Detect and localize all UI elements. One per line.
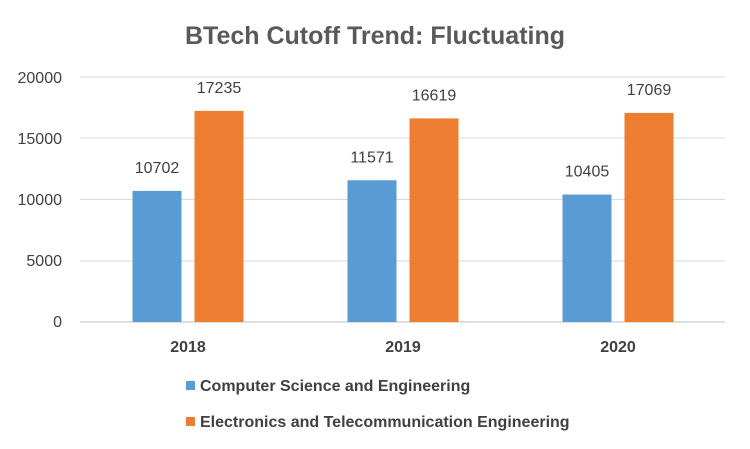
- y-axis: 0 5000 10000 15000 20000: [18, 70, 63, 331]
- data-label-entc-2019: 16619: [412, 87, 457, 104]
- legend-label-cse: Computer Science and Engineering: [200, 378, 470, 395]
- gridlines: [80, 76, 725, 323]
- data-label-entc-2018: 17235: [197, 80, 242, 97]
- x-tick-label-2018: 2018: [170, 339, 206, 356]
- y-tick-label: 0: [53, 314, 62, 331]
- y-tick-label: 20000: [18, 70, 63, 87]
- y-tick-label: 5000: [26, 253, 62, 270]
- x-axis: 2018 2019 2020: [170, 339, 636, 356]
- bar-entc-2020: [624, 112, 674, 322]
- x-tick-label-2019: 2019: [385, 339, 421, 356]
- bars: [132, 110, 674, 322]
- x-tick-label-2020: 2020: [600, 339, 636, 356]
- y-tick-label: 15000: [18, 131, 63, 148]
- legend-swatch-cse: [186, 381, 195, 390]
- y-tick-label: 10000: [18, 192, 63, 209]
- bar-cse-2019: [347, 180, 397, 322]
- bar-cse-2020: [562, 194, 612, 322]
- data-label-cse-2019: 11571: [350, 149, 393, 166]
- bar-entc-2018: [194, 110, 244, 322]
- data-labels: 10702 17235 11571 16619 10405 17069: [135, 80, 672, 181]
- data-label-entc-2020: 17069: [627, 82, 672, 99]
- legend: Computer Science and Engineering Electro…: [186, 378, 570, 431]
- chart-title: BTech Cutoff Trend: Fluctuating: [185, 22, 565, 50]
- bar-cse-2018: [132, 190, 182, 322]
- legend-swatch-entc: [186, 417, 195, 426]
- bar-entc-2019: [409, 118, 459, 322]
- data-label-cse-2018: 10702: [135, 160, 180, 177]
- legend-label-entc: Electronics and Telecommunication Engine…: [200, 414, 570, 431]
- data-label-cse-2020: 10405: [565, 164, 610, 181]
